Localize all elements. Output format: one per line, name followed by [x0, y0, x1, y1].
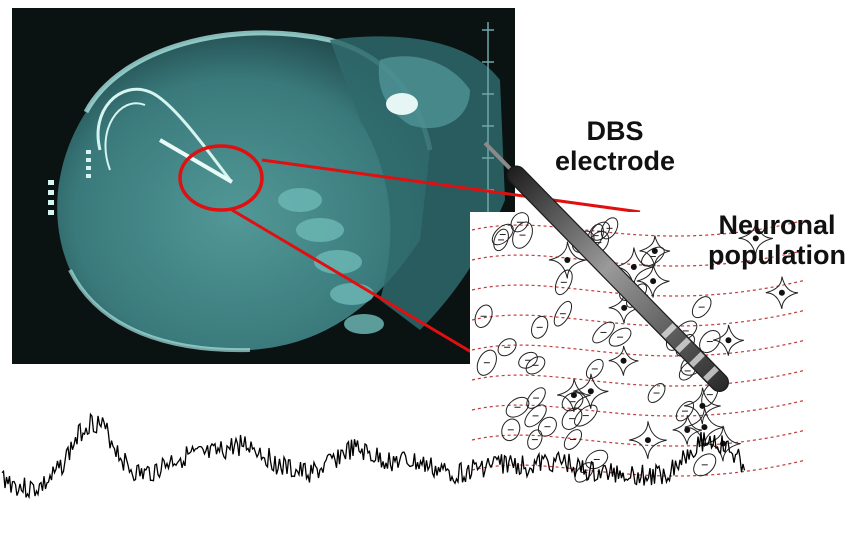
neuron-population-schematic [470, 212, 808, 492]
dbs-electrode-label-line1: DBS [586, 116, 644, 146]
dbs-electrode-probe [483, 141, 729, 392]
neuronal-population-label: Neuronal population [690, 210, 864, 270]
neuronal-population-label-line1: Neuronal [718, 210, 836, 240]
dbs-electrode-label: DBS electrode [530, 116, 700, 176]
skull-xray-image [12, 8, 515, 364]
dbs-electrode-label-line2: electrode [554, 146, 676, 177]
red-circle-highlight [178, 144, 641, 358]
lfp-signal-trace [1, 412, 746, 500]
neuronal-population-label-line2: population [708, 240, 846, 271]
